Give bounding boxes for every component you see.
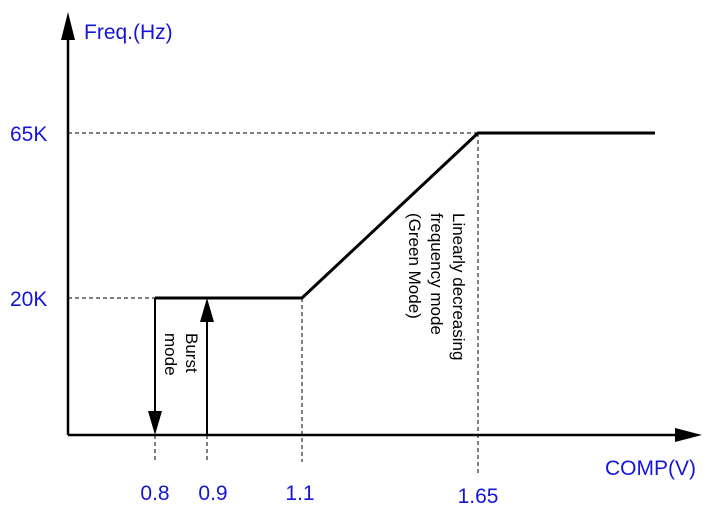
x-tick-label-1-1: 1.1 [285, 482, 314, 505]
y-axis-title: Freq.(Hz) [84, 21, 173, 44]
burst-mode-annotation: Burst mode [161, 333, 201, 376]
svg-text:Burst: Burst [182, 333, 201, 373]
x-tick-label-1-65: 1.65 [458, 485, 499, 508]
svg-text:Linearly decreasing: Linearly decreasing [449, 213, 468, 360]
y-axis-arrow [61, 12, 75, 40]
x-axis-title: COMP(V) [605, 457, 696, 480]
x-tick-label-0-8: 0.8 [140, 482, 169, 505]
svg-text:frequency mode: frequency mode [427, 213, 446, 335]
y-tick-label-65k: 65K [10, 123, 47, 146]
burst-up-arrowhead [200, 298, 214, 322]
svg-text:mode: mode [161, 333, 180, 376]
burst-down-arrowhead [148, 411, 162, 435]
x-tick-label-0-9: 0.9 [198, 482, 227, 505]
x-axis-arrow [675, 428, 702, 442]
y-tick-label-20k: 20K [10, 288, 47, 311]
series-line-frequency [155, 131, 655, 300]
green-mode-annotation: Linearly decreasing frequency mode (Gree… [405, 213, 468, 360]
svg-text:(Green Mode): (Green Mode) [405, 213, 424, 319]
